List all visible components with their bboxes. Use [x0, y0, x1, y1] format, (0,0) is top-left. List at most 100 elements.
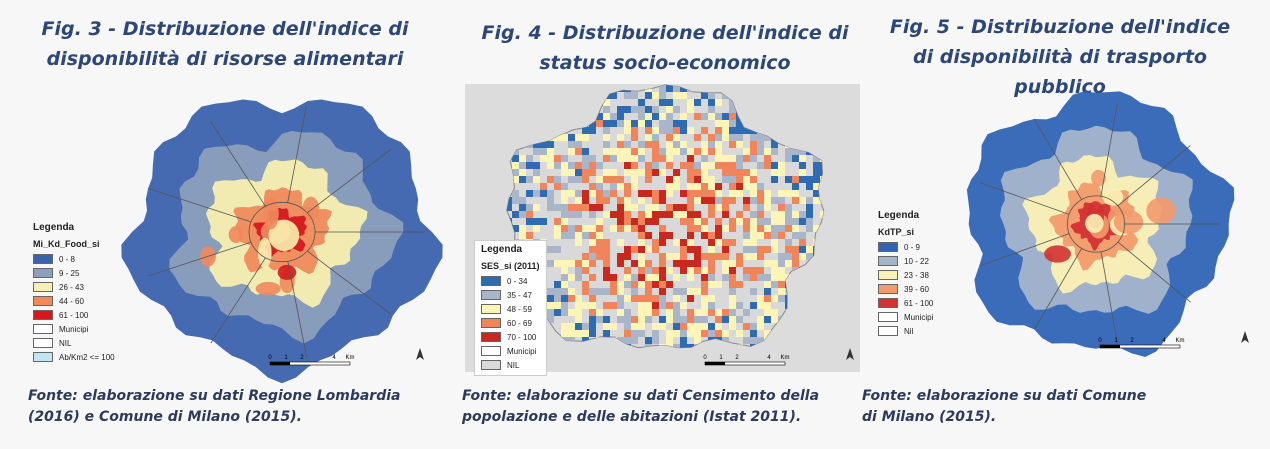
census-tract: [624, 274, 631, 281]
census-tract: [610, 169, 617, 176]
census-tract: [757, 225, 764, 232]
census-tract: [701, 176, 708, 183]
census-tract: [617, 176, 624, 183]
census-tract: [708, 106, 715, 113]
census-tract: [582, 253, 589, 260]
census-tract: [533, 225, 540, 232]
census-tract: [631, 288, 638, 295]
census-tract: [645, 106, 652, 113]
census-tract: [687, 288, 694, 295]
census-tract: [561, 211, 568, 218]
census-tract: [561, 302, 568, 309]
census-tract: [638, 260, 645, 267]
map-hotspot: [268, 219, 300, 252]
census-tract: [729, 225, 736, 232]
census-tract: [631, 323, 638, 330]
census-tract: [547, 302, 554, 309]
figure-source: Fonte: elaborazione su dati Regione Lomb…: [28, 388, 401, 425]
census-tract: [568, 323, 575, 330]
census-tract: [589, 204, 596, 211]
census-tract: [596, 162, 603, 169]
census-tract: [568, 232, 575, 239]
map-hotspot: [277, 264, 297, 280]
census-tract: [589, 127, 596, 134]
census-tract: [631, 246, 638, 253]
census-tract: [568, 337, 575, 344]
census-tract: [624, 120, 631, 127]
census-tract: [771, 176, 778, 183]
census-tract: [575, 267, 582, 274]
census-tract: [736, 260, 743, 267]
legend-swatch: [878, 326, 898, 336]
census-tract: [617, 253, 624, 260]
legend-swatch: [878, 312, 898, 322]
census-tract: [631, 225, 638, 232]
census-tract: [519, 225, 526, 232]
census-tract: [771, 218, 778, 225]
census-tract: [708, 274, 715, 281]
municipi-border: [1100, 104, 1118, 197]
census-tract: [582, 204, 589, 211]
census-tract: [694, 260, 701, 267]
census-tract: [533, 141, 540, 148]
census-tract: [729, 190, 736, 197]
census-tract: [582, 169, 589, 176]
census-tract: [757, 323, 764, 330]
north-arrow: [416, 348, 424, 360]
census-tract: [785, 218, 792, 225]
census-tract: [652, 274, 659, 281]
census-tract: [610, 225, 617, 232]
census-tract: [617, 316, 624, 323]
census-tract: [631, 176, 638, 183]
census-tract: [575, 169, 582, 176]
census-tract: [694, 316, 701, 323]
legend-item: 44 - 60: [33, 294, 115, 308]
census-tract: [687, 190, 694, 197]
census-tract: [715, 232, 722, 239]
census-tract: [701, 302, 708, 309]
census-tract: [582, 232, 589, 239]
census-tract: [729, 295, 736, 302]
scale-label: Km: [346, 355, 355, 361]
census-tract: [575, 190, 582, 197]
census-tract: [589, 225, 596, 232]
census-tract: [547, 260, 554, 267]
census-tract: [687, 218, 694, 225]
census-tract: [610, 120, 617, 127]
census-tract: [771, 211, 778, 218]
census-tract: [785, 190, 792, 197]
census-tract: [617, 295, 624, 302]
census-tract: [652, 162, 659, 169]
census-tract: [792, 218, 799, 225]
census-tract: [680, 288, 687, 295]
census-tract: [715, 281, 722, 288]
legend-label: NIL: [59, 338, 72, 348]
census-tract: [708, 211, 715, 218]
census-tract: [659, 260, 666, 267]
census-tract: [547, 148, 554, 155]
census-tract: [687, 246, 694, 253]
scale-label: 2: [735, 355, 739, 361]
census-tract: [645, 127, 652, 134]
census-tract: [715, 239, 722, 246]
census-tract: [708, 99, 715, 106]
census-tract: [575, 232, 582, 239]
census-tract: [729, 113, 736, 120]
census-tract: [736, 316, 743, 323]
census-tract: [785, 204, 792, 211]
census-tract: [701, 162, 708, 169]
census-tract: [526, 155, 533, 162]
census-tract: [687, 295, 694, 302]
census-tract: [813, 155, 820, 162]
census-tract: [610, 288, 617, 295]
census-tract: [722, 169, 729, 176]
scale-label: 1: [284, 355, 288, 361]
census-tract: [701, 113, 708, 120]
census-tract: [596, 176, 603, 183]
census-tract: [638, 225, 645, 232]
census-tract: [638, 295, 645, 302]
census-tract: [631, 204, 638, 211]
census-tract: [568, 169, 575, 176]
census-tract: [673, 169, 680, 176]
census-tract: [568, 309, 575, 316]
